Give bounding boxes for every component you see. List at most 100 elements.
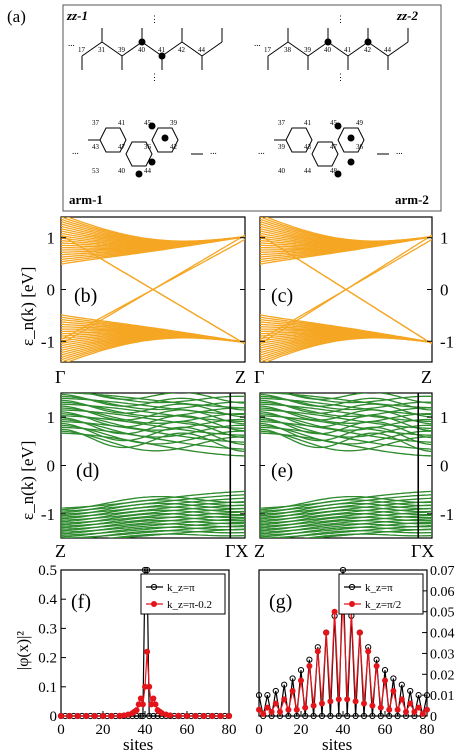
site-number: 43: [92, 143, 100, 151]
panel-g-xlabel: sites: [322, 735, 352, 754]
site-number: 17: [264, 46, 272, 54]
ytick-label: 0.5: [38, 563, 57, 579]
band-ylabel-bottom: ε_n(k) [eV]: [18, 441, 37, 520]
data-point-black: [264, 692, 271, 699]
xtick-label: 20: [294, 722, 309, 738]
bond: [307, 41, 329, 57]
ytick-label: 0: [50, 709, 58, 725]
ytick-label: 0: [440, 457, 449, 476]
site-dot: [138, 38, 146, 46]
site-number: 47: [118, 143, 126, 151]
panel-d-label: (d): [76, 460, 99, 482]
ytick-label: 0.1: [38, 680, 57, 696]
xtick-label: 40: [138, 722, 153, 738]
data-point-red: [192, 713, 199, 719]
band-curve: [61, 424, 245, 445]
ytick-label: -1: [41, 332, 55, 351]
band-curve: [61, 526, 245, 538]
panel-a: (a) zz-1 zz-2 arm-1 arm-2 17 31 39 40 41 42 44…: [7, 4, 442, 212]
hexagon: [151, 127, 179, 153]
data-point-red: [306, 662, 313, 669]
site-number: 40: [324, 46, 332, 54]
bond: [267, 41, 289, 57]
data-point-red: [302, 704, 309, 711]
data-point-red: [150, 695, 157, 702]
data-point-black: [339, 566, 347, 574]
site-dot: [364, 38, 372, 46]
panel-b: (b) Γ Z -1 0 1: [41, 216, 246, 387]
band-curve: [61, 416, 245, 439]
band-curve: [260, 401, 432, 418]
data-point-red: [108, 713, 115, 719]
data-point-red: [352, 698, 359, 705]
data-point-black: [352, 712, 359, 720]
panel-f: (f) sites 0 20 40 60 80 0 0.1 0.2 0.3 0.4 0.5 k_z=π…: [38, 563, 236, 754]
site-number: 39: [278, 143, 286, 151]
data-point-red: [83, 713, 90, 719]
data-point-red: [91, 713, 98, 719]
band-curve: [260, 495, 432, 511]
data-point-black: [293, 712, 300, 720]
panel-b-xtick-right: Z: [235, 367, 246, 387]
site-number: 45: [330, 119, 338, 127]
ytick-label: 0.2: [38, 651, 57, 667]
data-point-black: [141, 566, 149, 574]
panel-e-xtick-right: ΓX: [411, 541, 434, 561]
site-number: 42: [364, 46, 372, 54]
data-point-black: [302, 712, 309, 720]
data-point-red: [411, 708, 418, 715]
band-curve: [61, 399, 245, 418]
data-point-black: [297, 667, 305, 674]
bond: [327, 41, 349, 57]
site-dot: [347, 134, 355, 142]
band-curve: [260, 499, 432, 514]
ellipsis: ...: [68, 38, 75, 48]
panel-d-xtick-left: Z: [55, 541, 66, 561]
data-point-black: [281, 681, 288, 688]
band-curve: [61, 426, 245, 450]
site-dot: [334, 122, 342, 130]
data-point-red: [133, 707, 140, 714]
armchair-lattice-1: 37 41 45 39 43 47 36 42 53 40 44......: [72, 119, 217, 178]
series-line-red: [61, 651, 229, 717]
hexagon: [337, 127, 365, 153]
panel-b-label: (b): [74, 285, 97, 307]
site-number: 31: [98, 46, 106, 54]
legend-marker: [349, 601, 355, 607]
band-lines: [61, 393, 245, 538]
data-point-red: [335, 696, 342, 703]
sublabel-arm1: arm-1: [69, 192, 103, 207]
data-point-black: [390, 675, 397, 682]
hexagon: [285, 127, 313, 153]
band-curve: [260, 405, 432, 425]
panel-f-label: (f): [71, 591, 91, 613]
data-point-black: [272, 687, 279, 695]
site-number: 41: [344, 46, 352, 54]
data-point-red: [365, 648, 372, 655]
band-curve: [61, 428, 245, 453]
data-point-red: [390, 687, 397, 694]
data-point-red: [382, 677, 388, 684]
ellipsis: ...: [396, 146, 403, 156]
data-point-red: [369, 702, 376, 709]
site-number: 44: [384, 46, 392, 54]
data-point-red: [226, 713, 232, 719]
band-curve: [260, 519, 432, 532]
ytick-label: 0.04: [430, 627, 455, 642]
bond: [141, 41, 163, 57]
data-point-black: [407, 687, 414, 695]
site-number: 41: [158, 46, 166, 54]
data-point-black: [306, 656, 313, 663]
data-point-red: [424, 706, 430, 713]
data-point-red: [281, 696, 288, 703]
site-number: 41: [304, 119, 312, 127]
ytick-label: 0.02: [430, 668, 455, 683]
site-number: 36: [144, 143, 152, 151]
site-number: 47: [330, 143, 338, 151]
data-point-black: [394, 712, 401, 720]
hexagon: [125, 141, 153, 167]
site-number: 45: [144, 119, 152, 127]
band-curve: [260, 422, 432, 446]
data-point-red: [200, 713, 207, 719]
